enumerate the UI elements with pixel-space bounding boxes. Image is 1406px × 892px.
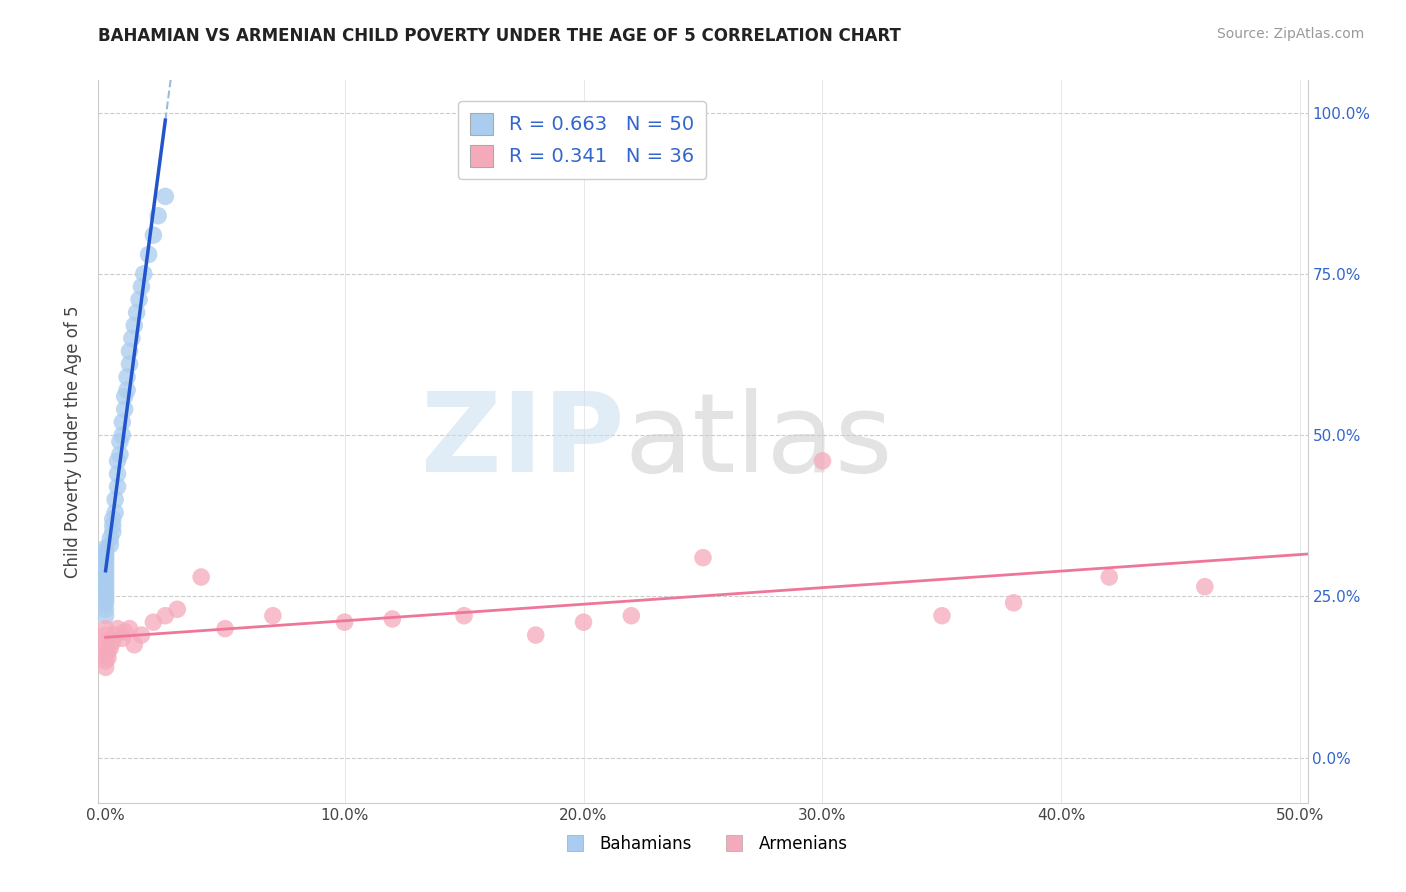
Point (111, 428, 134, 442)
Point (94, 634, 117, 648)
Point (146, 209, 169, 223)
Text: ZIP: ZIP (420, 388, 624, 495)
Point (166, 602, 188, 616)
Text: Source: ZipAtlas.com: Source: ZipAtlas.com (1216, 27, 1364, 41)
Point (381, 612, 404, 626)
Point (111, 632, 134, 646)
Point (128, 293, 150, 307)
Point (94, 548, 117, 562)
Point (94, 554, 117, 568)
Point (94, 582, 117, 597)
Point (111, 415, 134, 429)
Point (122, 318, 145, 333)
Point (692, 550, 714, 565)
Point (94, 573, 117, 587)
Point (333, 615, 356, 630)
Point (132, 267, 155, 281)
Point (262, 608, 284, 623)
Point (453, 608, 475, 623)
Point (107, 454, 129, 468)
Point (94, 566, 117, 581)
Point (94, 557, 117, 571)
Point (101, 524, 124, 539)
Point (104, 628, 127, 642)
Point (94, 596, 117, 610)
Point (94, 640, 117, 655)
Point (108, 434, 131, 449)
Point (155, 189, 177, 203)
Point (94, 622, 117, 636)
Point (94, 628, 117, 642)
Point (118, 357, 141, 371)
Legend: Bahamians, Armenians: Bahamians, Armenians (551, 828, 855, 860)
Point (114, 624, 136, 639)
Point (118, 622, 141, 636)
Point (94, 608, 117, 623)
Point (94, 570, 117, 584)
Point (107, 467, 129, 481)
Point (108, 447, 131, 461)
Point (1002, 596, 1025, 610)
Point (115, 383, 138, 397)
Point (94, 592, 117, 607)
Point (115, 370, 138, 384)
Point (118, 344, 141, 359)
Point (94, 648, 117, 662)
Point (98, 640, 121, 655)
Point (107, 480, 129, 494)
Point (155, 608, 177, 623)
Point (811, 454, 834, 468)
Point (138, 247, 160, 261)
Point (101, 512, 124, 526)
Point (101, 518, 124, 533)
Point (142, 615, 165, 630)
Point (620, 608, 643, 623)
Point (94, 586, 117, 600)
Point (98, 531, 121, 545)
Point (97, 650, 120, 665)
Point (142, 228, 165, 243)
Point (131, 279, 153, 293)
Point (94, 544, 117, 558)
Y-axis label: Child Poverty Under the Age of 5: Child Poverty Under the Age of 5 (65, 305, 83, 578)
Point (114, 402, 136, 417)
Point (94, 580, 117, 594)
Point (94, 590, 117, 604)
Point (114, 389, 136, 403)
Point (94, 654, 117, 668)
Point (524, 628, 547, 642)
Point (94, 550, 117, 565)
Point (121, 331, 143, 345)
Point (572, 615, 595, 630)
Text: atlas: atlas (624, 388, 893, 495)
Point (1194, 580, 1216, 594)
Point (104, 492, 127, 507)
Point (1098, 570, 1121, 584)
Point (931, 608, 953, 623)
Point (94, 564, 117, 578)
Point (125, 305, 148, 319)
Point (98, 538, 121, 552)
Point (131, 628, 153, 642)
Point (94, 541, 117, 555)
Point (214, 622, 236, 636)
Point (94, 602, 117, 616)
Point (97, 644, 120, 658)
Point (122, 638, 145, 652)
Text: BAHAMIAN VS ARMENIAN CHILD POVERTY UNDER THE AGE OF 5 CORRELATION CHART: BAHAMIAN VS ARMENIAN CHILD POVERTY UNDER… (98, 27, 901, 45)
Point (94, 560, 117, 574)
Point (107, 622, 129, 636)
Point (94, 576, 117, 591)
Point (94, 660, 117, 674)
Point (104, 506, 127, 520)
Point (190, 570, 212, 584)
Point (101, 634, 124, 648)
